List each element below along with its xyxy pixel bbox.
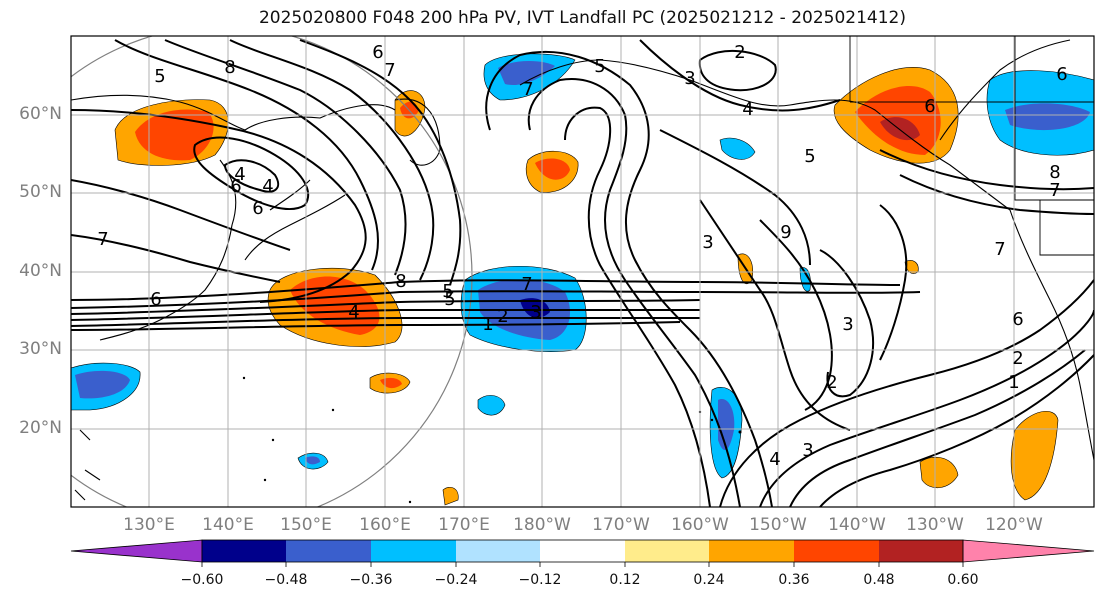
longitude-label: 140°E [202, 515, 254, 535]
colorbar-extend-right [962, 539, 1095, 563]
colorbar-swatch [794, 540, 879, 562]
contour-label: 4 [769, 449, 780, 470]
contour-label: 4 [262, 176, 273, 197]
colorbar-swatch [286, 540, 371, 562]
contour-label: 5 [444, 289, 455, 310]
contour-label: 7 [522, 79, 533, 100]
contour-label: 3 [802, 440, 813, 461]
colorbar-swatch [456, 540, 540, 562]
colorbar-tick-label: −0.36 [349, 572, 393, 588]
contour-label: 1 [1008, 372, 1019, 393]
ivt-contours [71, 39, 1094, 507]
contour-label: 6 [1056, 64, 1067, 85]
longitude-label: 170°E [438, 515, 490, 535]
contour-label: 4 [234, 164, 245, 185]
contour-label: 4 [742, 99, 753, 120]
contour-label: 5 [804, 146, 815, 167]
longitude-label: 120°W [985, 515, 1043, 535]
colorbar-swatch [540, 540, 625, 562]
colorbar-tick-label: 0.36 [778, 572, 810, 588]
contour-label: 2 [734, 42, 745, 63]
contour-label: 3 [702, 232, 713, 253]
contour-label: 6 [252, 198, 263, 219]
latitude-label: 20°N [19, 418, 62, 438]
contour-labels: 6 7 8 5 6 7 4 6 7 2 3 4 5 6 5 9 3 3 2 4 … [97, 42, 1067, 470]
longitude-label: 150°W [749, 515, 807, 535]
colorbar-extend-left [70, 539, 203, 563]
contour-label: 6 [230, 176, 241, 197]
contour-label: 2 [826, 372, 837, 393]
colorbar-tick-label: −0.24 [434, 572, 478, 588]
colorbar-swatch [709, 540, 794, 562]
longitude-label: 160°E [359, 515, 411, 535]
contour-label: 7 [994, 239, 1005, 260]
contour-label: 8 [395, 271, 406, 292]
colorbar-tick-label: −0.12 [518, 572, 562, 588]
colorbar-tick-label: 0.12 [609, 572, 641, 588]
contour-label: 7 [521, 274, 532, 295]
longitude-label: 170°W [592, 515, 650, 535]
longitude-label: 130°E [123, 515, 175, 535]
contour-label: 3 [684, 68, 695, 89]
boundaries [849, 36, 1094, 256]
contour-label: 7 [384, 60, 395, 81]
longitude-label: 130°W [906, 515, 964, 535]
contour-label: 7 [1049, 180, 1060, 201]
contour-label: 6 [150, 289, 161, 310]
contour-label: 8 [1049, 162, 1060, 183]
colorbar-swatch [202, 540, 286, 562]
latitude-label: 60°N [19, 104, 62, 124]
contour-label: 6 [1012, 309, 1023, 330]
longitude-label: 150°E [280, 515, 332, 535]
contour-label: 6 [924, 96, 935, 117]
colorbar [70, 539, 1095, 567]
islands [242, 376, 742, 504]
map-frame [70, 35, 1095, 508]
longitude-label: 180°W [513, 515, 571, 535]
contour-label: 7 [97, 229, 108, 250]
latitude-label: 30°N [19, 339, 62, 359]
great-circle [71, 36, 473, 507]
contour-label: 4 [348, 302, 359, 323]
contour-label: 3 [530, 302, 541, 323]
colorbar-swatch [625, 540, 709, 562]
latitude-label: 50°N [19, 182, 62, 202]
contour-label: 3 [842, 314, 853, 335]
latitude-label: 40°N [19, 261, 62, 281]
longitude-label: 140°W [828, 515, 886, 535]
contour-label: 1 [482, 314, 493, 335]
contour-label: 6 [372, 42, 383, 63]
contour-label: 9 [780, 222, 791, 243]
longitude-label: 160°W [671, 515, 729, 535]
colorbar-tick-label: 0.48 [863, 572, 895, 588]
map-title: 2025020800 F048 200 hPa PV, IVT Landfall… [258, 8, 906, 28]
contour-label: 2 [1012, 348, 1023, 369]
contour-label: 8 [224, 57, 235, 78]
coastlines [71, 39, 1094, 501]
contour-label: 2 [497, 306, 508, 327]
colorbar-swatch [879, 540, 963, 562]
contour-label: 5 [594, 56, 605, 77]
pv-shading [71, 53, 1094, 506]
colorbar-tick-label: −0.48 [264, 572, 308, 588]
contour-label: 5 [442, 281, 453, 302]
colorbar-tick-label: 0.24 [693, 572, 725, 588]
contour-label: 5 [154, 66, 165, 87]
colorbar-tick-label: −0.60 [180, 572, 224, 588]
colorbar-swatch [371, 540, 456, 562]
colorbar-tick-label: 0.60 [947, 572, 979, 588]
graticule [71, 36, 1094, 507]
